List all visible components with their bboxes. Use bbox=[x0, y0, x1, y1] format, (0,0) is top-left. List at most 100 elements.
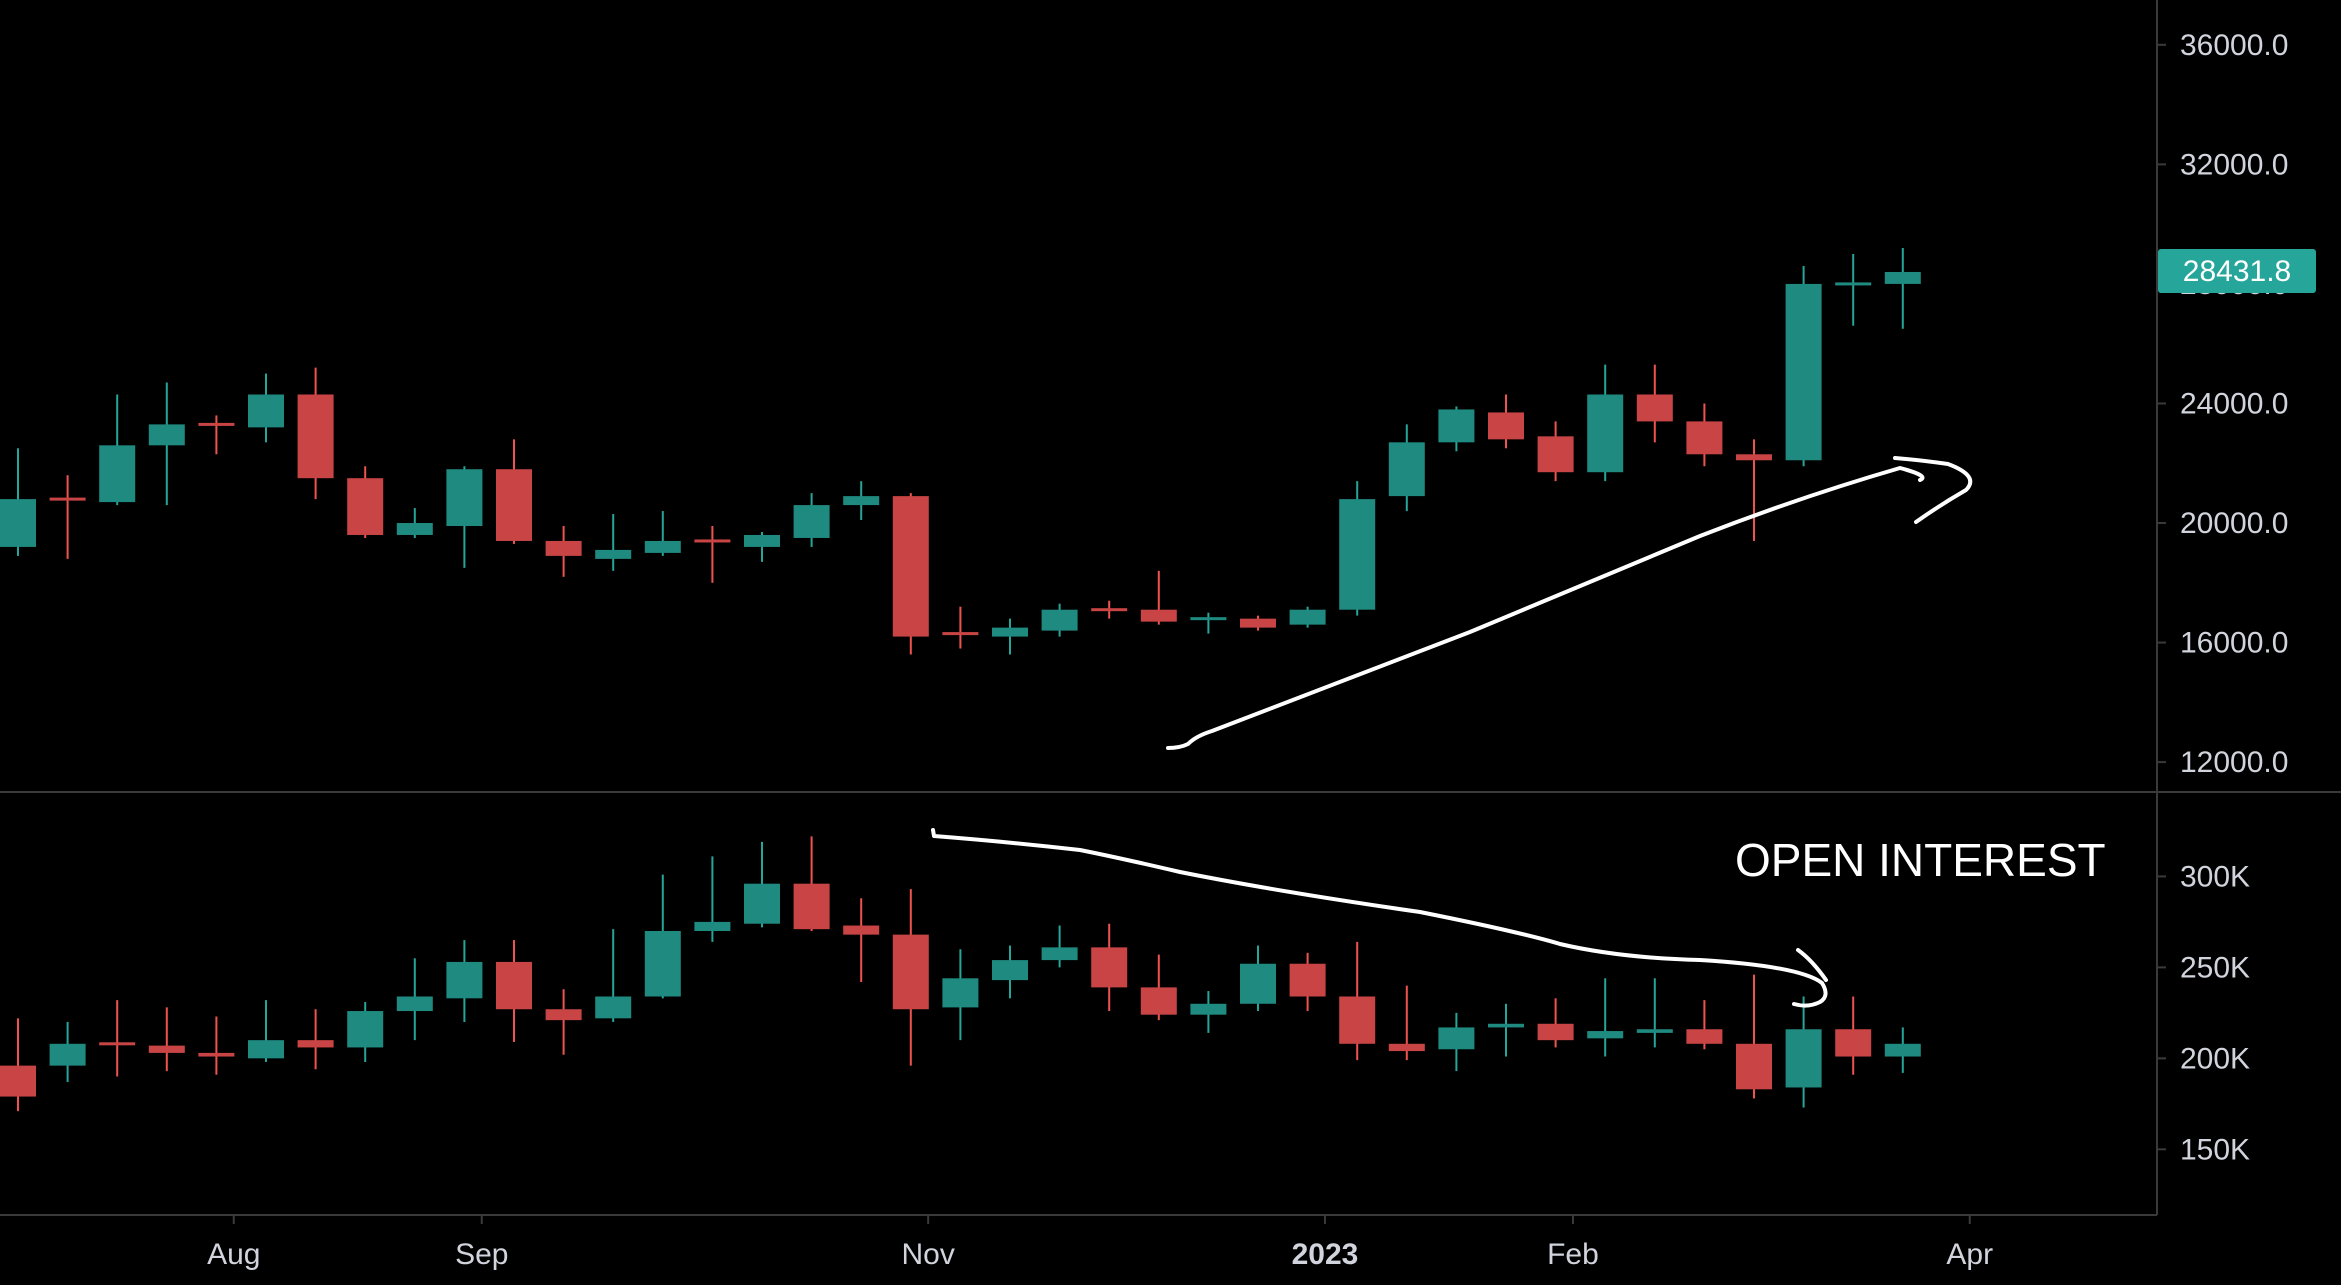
open-interest-candle-body bbox=[0, 1065, 36, 1097]
open-interest-candle-body bbox=[198, 1052, 235, 1057]
open-interest-candle-body bbox=[1686, 1029, 1723, 1044]
price-candles bbox=[0, 248, 1921, 655]
open-interest-axis-tick-label: 250K bbox=[2180, 951, 2250, 984]
price-candle-body bbox=[1140, 609, 1177, 622]
time-axis-tick-label: Nov bbox=[901, 1238, 954, 1271]
open-interest-candle-body bbox=[1587, 1031, 1624, 1039]
open-interest-axis[interactable]: 150K 200K 250K 300K bbox=[2157, 860, 2250, 1166]
last-price-tag-background bbox=[2158, 249, 2316, 294]
price-candle-body bbox=[49, 497, 86, 501]
price-candle-body bbox=[1438, 409, 1475, 443]
price-candle-body bbox=[1884, 271, 1921, 284]
open-interest-candle-body bbox=[1438, 1027, 1475, 1050]
price-candle-body bbox=[1587, 394, 1624, 473]
open-interest-candle-body bbox=[744, 883, 780, 924]
price-candle-body bbox=[297, 394, 334, 479]
price-candle-body bbox=[545, 540, 582, 556]
open-interest-candle-body bbox=[1537, 1023, 1574, 1041]
open-interest-candle-body bbox=[1140, 987, 1177, 1015]
open-interest-candles bbox=[0, 836, 1921, 1112]
open-interest-candle-body bbox=[694, 921, 731, 931]
price-candle-body bbox=[1339, 499, 1376, 610]
open-interest-arrowhead-annotation bbox=[1796, 948, 1828, 982]
price-candle-body bbox=[843, 496, 880, 506]
price-axis-tick-label: 36000.0 bbox=[2180, 29, 2288, 62]
price-axis-tick-label: 24000.0 bbox=[2180, 387, 2288, 420]
open-interest-candle-body bbox=[992, 960, 1028, 981]
price-candle-body bbox=[1388, 442, 1425, 497]
price-candle-body bbox=[148, 424, 185, 446]
price-axis[interactable]: 12000.016000.020000.024000.028000.032000… bbox=[2157, 29, 2288, 779]
price-candle-body bbox=[1289, 609, 1326, 625]
price-candle-body bbox=[744, 534, 780, 547]
time-axis-tick-label: Aug bbox=[207, 1238, 260, 1271]
open-interest-axis-tick-label: 300K bbox=[2180, 860, 2250, 893]
open-interest-candle-body bbox=[1636, 1029, 1673, 1033]
open-interest-candle-body bbox=[248, 1040, 284, 1059]
open-interest-candle-body bbox=[1190, 1003, 1227, 1015]
price-candle-body bbox=[1686, 421, 1723, 455]
open-interest-candle-body bbox=[1884, 1043, 1921, 1057]
price-axis-tick-label: 20000.0 bbox=[2180, 507, 2288, 540]
price-candle-body bbox=[396, 523, 433, 535]
price-candle-body bbox=[992, 627, 1028, 637]
uptrend-arrow-annotation bbox=[1166, 466, 1925, 750]
open-interest-candle-body bbox=[446, 961, 483, 999]
price-candle-body bbox=[793, 505, 830, 538]
open-interest-candle-body bbox=[1785, 1029, 1822, 1088]
price-candle-body bbox=[1785, 283, 1822, 461]
price-candle-body bbox=[1736, 454, 1772, 461]
time-axis-tick-label: Sep bbox=[455, 1238, 508, 1271]
open-interest-candle-body bbox=[595, 996, 632, 1019]
price-candle-body bbox=[694, 539, 731, 543]
price-candle-body bbox=[1835, 282, 1872, 286]
open-interest-candle-body bbox=[644, 930, 681, 997]
open-interest-candle-body bbox=[1041, 947, 1078, 961]
open-interest-candle-body bbox=[1488, 1023, 1524, 1028]
open-interest-label: OPEN INTEREST bbox=[1735, 834, 2106, 886]
open-interest-candle-body bbox=[1091, 947, 1128, 988]
price-candle-body bbox=[446, 469, 483, 527]
price-candle-body bbox=[644, 540, 681, 553]
open-interest-candle-body bbox=[347, 1011, 384, 1048]
open-interest-candle-body bbox=[99, 1042, 136, 1046]
time-axis-tick-label: 2023 bbox=[1292, 1238, 1359, 1271]
time-axis[interactable]: Aug Sep Nov 2023 Feb Apr bbox=[207, 1215, 1993, 1271]
price-candle-body bbox=[1091, 608, 1128, 612]
open-interest-candle-body bbox=[1240, 963, 1276, 1004]
price-candle-body bbox=[892, 496, 929, 637]
open-interest-candle-body bbox=[1289, 963, 1326, 997]
open-interest-candle-body bbox=[297, 1040, 334, 1048]
time-axis-tick-label: Feb bbox=[1547, 1238, 1599, 1271]
open-interest-axis-tick-label: 200K bbox=[2180, 1042, 2250, 1075]
uptrend-arrowhead-annotation bbox=[1893, 456, 1973, 524]
price-candle-body bbox=[1537, 436, 1574, 473]
price-candle-body bbox=[1240, 618, 1276, 628]
price-candle-body bbox=[942, 632, 979, 636]
price-axis-tick-label: 12000.0 bbox=[2180, 746, 2288, 779]
last-price-tag: 28431.8 bbox=[2158, 249, 2316, 294]
price-candle-body bbox=[1636, 394, 1673, 422]
open-interest-candle-body bbox=[1835, 1029, 1872, 1057]
open-interest-candle-body bbox=[942, 978, 979, 1008]
price-candle-body bbox=[0, 499, 36, 547]
price-candle-body bbox=[99, 445, 136, 503]
open-interest-candle-body bbox=[1339, 996, 1376, 1044]
price-candle-body bbox=[198, 422, 235, 426]
open-interest-candle-body bbox=[545, 1009, 582, 1021]
price-axis-tick-label: 32000.0 bbox=[2180, 148, 2288, 181]
open-interest-candle-body bbox=[793, 883, 830, 930]
price-candle-body bbox=[347, 478, 384, 535]
price-candle-body bbox=[248, 394, 284, 428]
price-axis-tick-label: 16000.0 bbox=[2180, 627, 2288, 660]
last-price-label: 28431.8 bbox=[2183, 255, 2291, 288]
open-interest-candle-body bbox=[396, 996, 433, 1012]
price-candle-body bbox=[1190, 617, 1227, 621]
open-interest-candle-body bbox=[843, 925, 880, 935]
price-candle-body bbox=[496, 469, 532, 541]
price-candle-body bbox=[1041, 609, 1078, 631]
price-candle-body bbox=[1488, 412, 1524, 440]
